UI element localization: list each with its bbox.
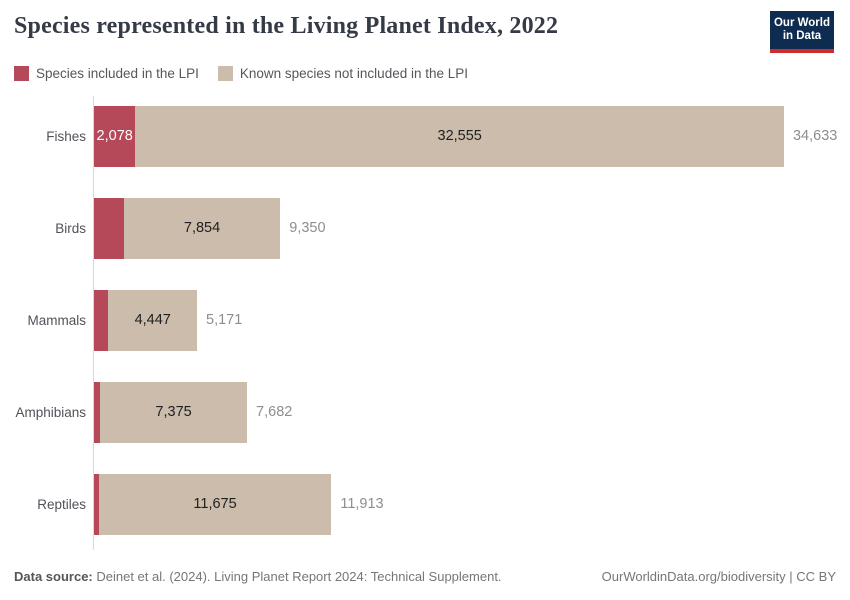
legend: Species included in the LPI Known specie…	[14, 66, 468, 81]
total-label-birds: 9,350	[289, 220, 326, 236]
total-label-reptiles: 11,913	[340, 496, 384, 512]
bar-segment-included-mammals[interactable]	[94, 290, 109, 351]
category-label-birds: Birds	[55, 221, 86, 236]
bar-row-birds: Birds 7,854 9,350	[0, 198, 326, 259]
bar-row-amphibians: Amphibians 7,375 7,682	[0, 382, 292, 443]
credit-link[interactable]: OurWorldinData.org/biodiversity | CC BY	[601, 569, 836, 584]
axis-gap	[86, 474, 94, 535]
bar-segment-not-included-amphibians[interactable]: 7,375	[100, 382, 248, 443]
legend-label-not-included: Known species not included in the LPI	[239, 66, 469, 81]
bar-segment-not-included-reptiles[interactable]: 11,675	[98, 474, 332, 535]
bar-segment-not-included-fishes[interactable]: 32,555	[135, 106, 784, 167]
bar-segment-included-reptiles[interactable]	[94, 474, 99, 535]
axis-gap	[86, 106, 94, 167]
data-source-note: Data source: Deinet et al. (2024). Livin…	[14, 569, 502, 584]
category-label-mammals: Mammals	[27, 313, 86, 328]
total-label-fishes: 34,633	[792, 128, 838, 144]
legend-label-included: Species included in the LPI	[36, 66, 199, 81]
owid-logo-line1: Our World	[773, 17, 830, 29]
category-label-amphibians: Amphibians	[15, 405, 86, 420]
axis-gap	[86, 382, 94, 443]
owid-logo-line2: in Data	[782, 30, 822, 42]
bar-segment-not-included-mammals[interactable]: 4,447	[108, 290, 198, 351]
bar-value-label-included: 2,078	[96, 128, 133, 144]
page-title: Species represented in the Living Planet…	[14, 13, 559, 39]
bar-segment-not-included-birds[interactable]: 7,854	[123, 198, 281, 259]
legend-swatch-included-icon	[14, 66, 29, 81]
y-axis-line	[93, 96, 94, 550]
data-source-text: Deinet et al. (2024). Living Planet Repo…	[92, 569, 502, 584]
total-label-mammals: 5,171	[206, 312, 243, 328]
axis-gap	[86, 198, 94, 259]
axis-gap	[86, 290, 94, 351]
bar-row-mammals: Mammals 4,447 5,171	[0, 290, 242, 351]
bar-segment-included-fishes[interactable]: 2,078	[94, 106, 136, 167]
owid-logo-accent-strip	[770, 49, 834, 53]
bar-row-fishes: Fishes 2,078 32,555 34,633	[0, 106, 837, 167]
category-label-reptiles: Reptiles	[37, 497, 86, 512]
bar-segment-included-amphibians[interactable]	[94, 382, 101, 443]
data-source-label: Data source:	[14, 569, 93, 584]
bar-row-reptiles: Reptiles 11,675 11,913	[0, 474, 384, 535]
bar-value-label-not-included: 11,675	[193, 496, 237, 512]
bar-segment-included-birds[interactable]	[94, 198, 124, 259]
bar-value-label-not-included: 32,555	[437, 128, 482, 144]
bar-value-label-not-included: 7,854	[183, 220, 221, 236]
category-label-fishes: Fishes	[46, 129, 86, 144]
bar-value-label-not-included: 7,375	[155, 404, 192, 420]
legend-item-included[interactable]: Species included in the LPI	[14, 66, 199, 81]
owid-logo-box: Our World in Data	[770, 11, 834, 49]
legend-swatch-not-included-icon	[217, 66, 233, 81]
owid-logo[interactable]: Our World in Data	[770, 11, 834, 53]
total-label-amphibians: 7,682	[256, 404, 293, 420]
legend-item-not-included[interactable]: Known species not included in the LPI	[217, 66, 469, 81]
bar-chart: Fishes 2,078 32,555 34,633 Birds 7,854 9,350 Ma…	[0, 96, 850, 554]
bar-value-label-not-included: 4,447	[134, 312, 171, 328]
